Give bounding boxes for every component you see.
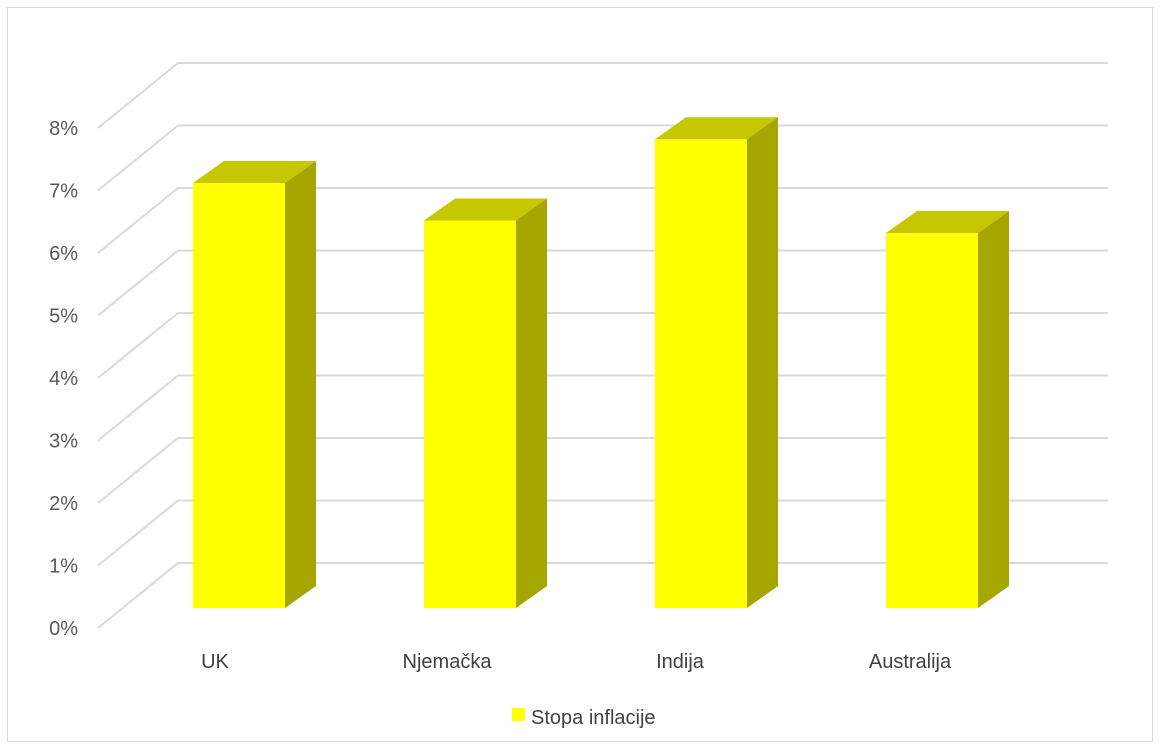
bar-front [193,183,285,608]
y-tick-label: 1% [49,556,78,578]
bar-side [978,211,1009,608]
gridline [97,62,1108,129]
category-label: Njemačka [403,651,493,673]
bar-front [424,220,516,608]
gridline [97,437,1108,504]
bar [886,211,1009,608]
gridline [97,124,1108,192]
bar-top [424,198,547,221]
gridline [97,374,1108,442]
bar [655,117,778,608]
y-tick-label: 6% [49,243,78,265]
bar [193,161,316,608]
gridlines [97,62,1108,629]
bar-side [747,117,778,608]
bar-front [886,233,978,608]
y-axis-ticks: 0% 1% 2% 3% 4% 5% 6% 7% 8% [49,118,78,640]
category-label: UK [201,651,229,673]
bar-top [886,211,1009,233]
legend-label: Stopa inflacije [531,707,656,729]
bar-front [655,139,747,608]
bars [193,117,1009,608]
bar-top [193,161,316,183]
y-tick-label: 5% [49,306,78,328]
category-labels: UK Njemačka Indija Australija [201,651,952,673]
gridline [97,249,1108,317]
bar-side [516,198,547,608]
bar-top [655,117,778,140]
gridline [97,562,1108,629]
y-tick-label: 0% [49,618,78,640]
gridline [97,187,1108,254]
y-tick-label: 8% [49,118,78,140]
y-tick-label: 3% [49,431,78,453]
category-label: Australija [869,651,952,673]
gridline [97,499,1108,567]
y-tick-label: 7% [49,181,78,203]
y-tick-label: 4% [49,368,78,390]
bar [424,198,547,608]
legend: Stopa inflacije [512,707,656,729]
category-label: Indija [656,651,705,673]
legend-swatch [512,708,525,721]
bar-side [285,161,316,608]
gridline [97,312,1108,379]
y-tick-label: 2% [49,493,78,515]
